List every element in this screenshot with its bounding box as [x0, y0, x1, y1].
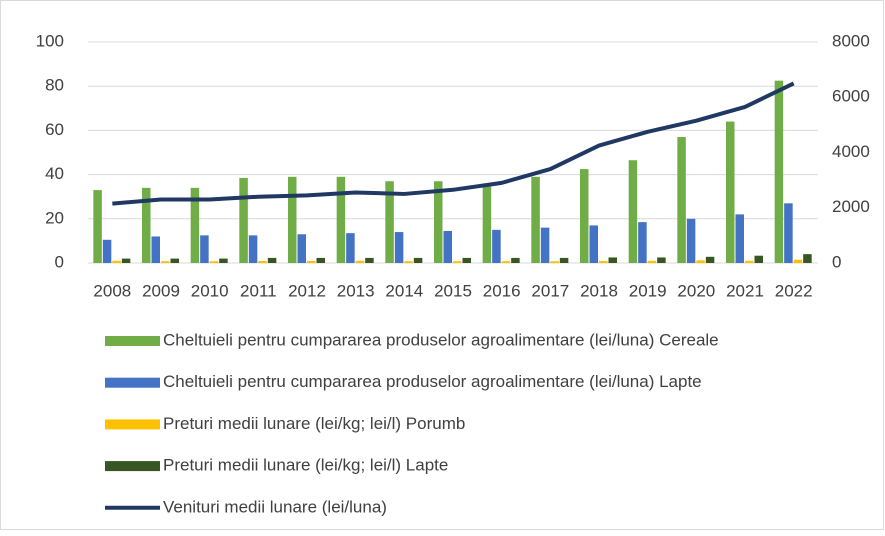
bar [647, 260, 657, 263]
bar [745, 260, 754, 263]
bar [413, 257, 423, 263]
bar [462, 257, 471, 263]
bar [589, 225, 598, 263]
x-tick-label: 2009 [142, 281, 180, 300]
bar [482, 183, 492, 263]
bar [453, 261, 462, 263]
bar [170, 258, 179, 263]
y-tick-label: 20 [45, 208, 64, 227]
bar [531, 176, 540, 263]
x-tick-label: 2019 [629, 281, 667, 300]
y2-tick-label: 2000 [832, 197, 870, 216]
x-tick-label: 2008 [93, 281, 131, 300]
bar [102, 239, 112, 263]
legend-label: Cheltuieli pentru cumpararea produselor … [163, 372, 702, 391]
bar [511, 257, 520, 263]
bar [608, 257, 617, 263]
bar [316, 257, 325, 263]
bar [219, 258, 228, 263]
bar [657, 257, 666, 263]
bar [638, 222, 647, 263]
y-tick-label: 60 [45, 120, 64, 139]
bar [793, 259, 803, 263]
bar [803, 254, 812, 263]
bar [200, 235, 209, 263]
bar [492, 229, 501, 263]
bar [267, 257, 277, 263]
y2-tick-label: 6000 [832, 87, 870, 106]
bar [540, 227, 550, 263]
bar [248, 235, 258, 263]
bar [784, 203, 793, 263]
legend-label: Cheltuieli pentru cumpararea produselor … [163, 330, 719, 349]
x-tick-label: 2020 [677, 281, 715, 300]
legend-label: Preturi medii lunare (lei/kg; lei/l) Por… [163, 414, 465, 433]
x-tick-label: 2022 [775, 281, 813, 300]
bar [599, 261, 608, 263]
bar [434, 181, 443, 263]
y-tick-label: 100 [36, 31, 64, 50]
bar [559, 257, 569, 263]
bar [677, 137, 686, 263]
bar [336, 176, 346, 263]
bar [239, 177, 248, 263]
line [112, 81, 795, 206]
bar [258, 261, 267, 263]
bar [121, 258, 131, 263]
bar [297, 234, 306, 263]
x-tick-label: 2015 [434, 281, 472, 300]
x-tick-label: 2014 [385, 281, 423, 300]
bar [307, 261, 316, 263]
bar [580, 169, 589, 263]
bar [686, 218, 696, 263]
bar [93, 190, 102, 263]
y-tick-label: 40 [45, 164, 64, 183]
bar [735, 214, 744, 263]
y2-tick-label: 0 [832, 252, 841, 271]
bar [190, 187, 200, 263]
x-tick-label: 2016 [483, 281, 521, 300]
bar [696, 260, 705, 263]
bar [443, 230, 452, 263]
bar [355, 260, 365, 263]
y2-tick-label: 4000 [832, 142, 870, 161]
legend-marker [105, 461, 160, 472]
bar [161, 261, 170, 263]
bar [774, 80, 784, 263]
x-tick-label: 2013 [337, 281, 375, 300]
bar [142, 187, 151, 263]
x-tick-label: 2021 [726, 281, 764, 300]
legend-marker [105, 336, 160, 346]
bar [501, 261, 511, 263]
bar [209, 261, 219, 263]
bar [151, 236, 160, 263]
y2-tick-label: 8000 [832, 31, 870, 50]
bar [394, 232, 404, 263]
x-tick-label: 2010 [191, 281, 229, 300]
bar [112, 260, 121, 263]
bar [754, 255, 763, 263]
bar [550, 261, 559, 263]
bar [726, 121, 735, 263]
x-tick-label: 2011 [240, 281, 277, 300]
bar [404, 261, 413, 263]
bar [288, 176, 297, 263]
y-tick-label: 80 [45, 76, 64, 95]
legend-marker [105, 377, 160, 388]
bar [346, 233, 355, 263]
legend-label: Venituri medii lunare (lei/luna) [163, 497, 387, 516]
x-tick-label: 2017 [531, 281, 569, 300]
x-tick-label: 2018 [580, 281, 618, 300]
bar [385, 181, 394, 263]
legend-label: Preturi medii lunare (lei/kg; lei/l) Lap… [163, 456, 448, 475]
bar [628, 160, 638, 263]
legend-marker [105, 419, 160, 430]
bar [705, 256, 715, 263]
bar [365, 257, 374, 263]
y-tick-label: 0 [55, 252, 64, 271]
x-tick-label: 2012 [288, 281, 326, 300]
